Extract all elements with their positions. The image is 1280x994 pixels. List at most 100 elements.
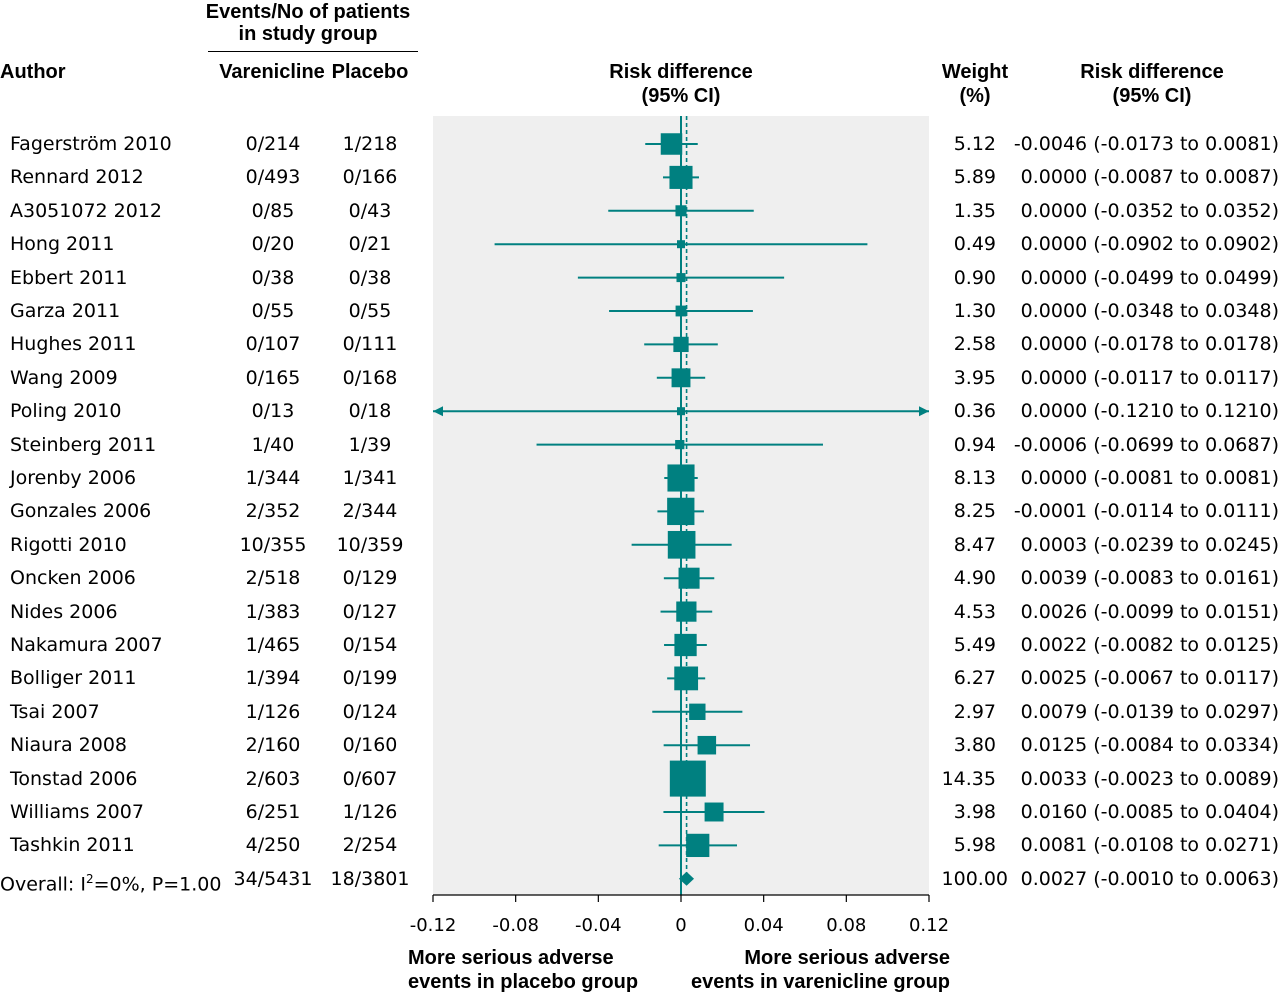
study-marker xyxy=(677,407,685,416)
study-author: Ebbert 2011 xyxy=(10,266,128,289)
study-weight: 0.36 xyxy=(953,400,996,423)
study-risk-difference: 0.0079 (-0.0139 to 0.0297) xyxy=(1020,700,1279,723)
study-marker xyxy=(675,205,687,217)
study-weight: 14.35 xyxy=(941,767,996,790)
varenicline-events: 2/603 xyxy=(245,767,301,790)
varenicline-events: 0/20 xyxy=(251,233,295,256)
study-weight: 8.25 xyxy=(953,500,996,523)
placebo-events: 0/124 xyxy=(342,700,398,723)
study-marker xyxy=(704,802,724,822)
varenicline-events: 0/493 xyxy=(245,166,301,189)
varenicline-events: 2/352 xyxy=(245,500,301,523)
study-author: Oncken 2006 xyxy=(10,567,136,590)
study-marker xyxy=(675,305,687,317)
study-marker xyxy=(675,439,685,450)
study-weight: 4.90 xyxy=(953,567,996,590)
overall-label-suffix: =0%, P=1.00 xyxy=(93,873,222,896)
study-author: Gonzales 2006 xyxy=(10,500,152,523)
study-author: Niaura 2008 xyxy=(10,734,128,757)
varenicline-events: 1/126 xyxy=(245,700,301,723)
study-marker xyxy=(697,735,717,755)
placebo-events: 1/39 xyxy=(348,433,392,456)
study-risk-difference: 0.0026 (-0.0099 to 0.0151) xyxy=(1020,600,1279,623)
study-risk-difference: -0.0006 (-0.0699 to 0.0687) xyxy=(1013,433,1279,456)
placebo-events: 0/21 xyxy=(348,233,392,256)
varenicline-events: 0/38 xyxy=(251,266,295,289)
study-marker xyxy=(673,336,689,353)
varenicline-events: 0/13 xyxy=(251,400,295,423)
overall-label-prefix: Overall: I xyxy=(0,873,86,896)
events-header-line1: Events/No of patients xyxy=(205,1,411,23)
overall-varenicline-events: 34/5431 xyxy=(233,867,313,890)
study-weight: 2.58 xyxy=(953,333,996,356)
placebo-events: 0/111 xyxy=(342,333,398,356)
events-header-line2: in study group xyxy=(238,23,378,45)
study-author: Nides 2006 xyxy=(10,600,118,623)
varenicline-events: 0/85 xyxy=(251,199,295,222)
varenicline-events: 2/160 xyxy=(245,734,301,757)
study-weight: 3.95 xyxy=(953,366,996,389)
study-risk-difference: -0.0046 (-0.0173 to 0.0081) xyxy=(1013,133,1279,155)
study-marker xyxy=(669,165,693,189)
study-author: Nakamura 2007 xyxy=(10,634,163,656)
overall-label-superscript: 2 xyxy=(85,871,94,886)
placebo-events: 10/359 xyxy=(336,533,404,556)
placebo-events: 0/55 xyxy=(348,300,392,322)
varenicline-header: Varenicline xyxy=(219,61,325,83)
study-weight: 5.98 xyxy=(953,834,996,857)
study-author: Rigotti 2010 xyxy=(10,533,127,556)
favours-placebo-line2: events in placebo group xyxy=(408,971,639,993)
x-tick-label: -0.04 xyxy=(575,915,622,936)
study-marker xyxy=(667,530,696,559)
study-weight: 0.94 xyxy=(953,433,996,456)
placebo-events: 0/166 xyxy=(342,166,398,189)
study-marker xyxy=(667,497,695,526)
placebo-events: 0/607 xyxy=(342,767,398,790)
study-risk-difference: 0.0022 (-0.0082 to 0.0125) xyxy=(1020,634,1279,656)
placebo-events: 2/254 xyxy=(342,834,398,857)
varenicline-events: 4/250 xyxy=(245,834,301,857)
varenicline-events: 1/465 xyxy=(245,634,301,656)
study-weight: 3.80 xyxy=(953,734,996,757)
placebo-events: 0/154 xyxy=(342,634,398,656)
study-marker xyxy=(676,273,686,283)
x-tick-label: -0.12 xyxy=(410,915,457,936)
study-weight: 1.30 xyxy=(953,300,996,322)
risk-difference-header-line2: (95% CI) xyxy=(641,85,721,107)
study-author: Rennard 2012 xyxy=(10,166,144,189)
risk-difference-header-line1: Risk difference xyxy=(609,61,753,83)
study-risk-difference: 0.0003 (-0.0239 to 0.0245) xyxy=(1020,533,1279,556)
placebo-events: 0/43 xyxy=(348,199,392,222)
overall-weight: 100.00 xyxy=(941,867,1008,890)
study-weight: 5.12 xyxy=(953,133,996,155)
study-risk-difference: 0.0033 (-0.0023 to 0.0089) xyxy=(1020,767,1279,790)
study-marker xyxy=(674,666,699,691)
study-risk-difference: 0.0081 (-0.0108 to 0.0271) xyxy=(1020,834,1279,857)
varenicline-events: 6/251 xyxy=(245,801,301,823)
varenicline-events: 1/40 xyxy=(251,433,295,456)
placebo-events: 2/344 xyxy=(342,500,398,523)
favours-varenicline-line2: events in varenicline group xyxy=(691,971,950,993)
study-marker xyxy=(686,833,710,858)
study-weight: 6.27 xyxy=(953,667,996,690)
study-marker xyxy=(669,760,706,797)
study-author: Hong 2011 xyxy=(10,233,115,256)
study-risk-difference: 0.0000 (-0.0348 to 0.0348) xyxy=(1020,300,1279,322)
overall-placebo-events: 18/3801 xyxy=(330,867,410,890)
study-marker xyxy=(677,240,685,249)
placebo-events: 0/18 xyxy=(348,400,392,423)
placebo-events: 0/199 xyxy=(342,667,398,690)
placebo-events: 0/38 xyxy=(348,266,392,289)
study-marker xyxy=(676,601,697,622)
x-tick-label: 0.08 xyxy=(826,915,866,936)
study-weight: 4.53 xyxy=(953,600,996,623)
study-risk-difference: 0.0000 (-0.1210 to 0.1210) xyxy=(1020,400,1279,423)
study-risk-difference: 0.0125 (-0.0084 to 0.0334) xyxy=(1020,734,1279,757)
overall-label: Overall: I2=0%, P=1.00 xyxy=(0,867,221,896)
study-marker xyxy=(660,133,683,155)
study-weight: 8.47 xyxy=(953,533,996,556)
placebo-events: 0/168 xyxy=(342,366,398,389)
study-author: Steinberg 2011 xyxy=(10,433,157,456)
study-author: Poling 2010 xyxy=(10,400,122,423)
study-weight: 0.49 xyxy=(953,233,996,256)
